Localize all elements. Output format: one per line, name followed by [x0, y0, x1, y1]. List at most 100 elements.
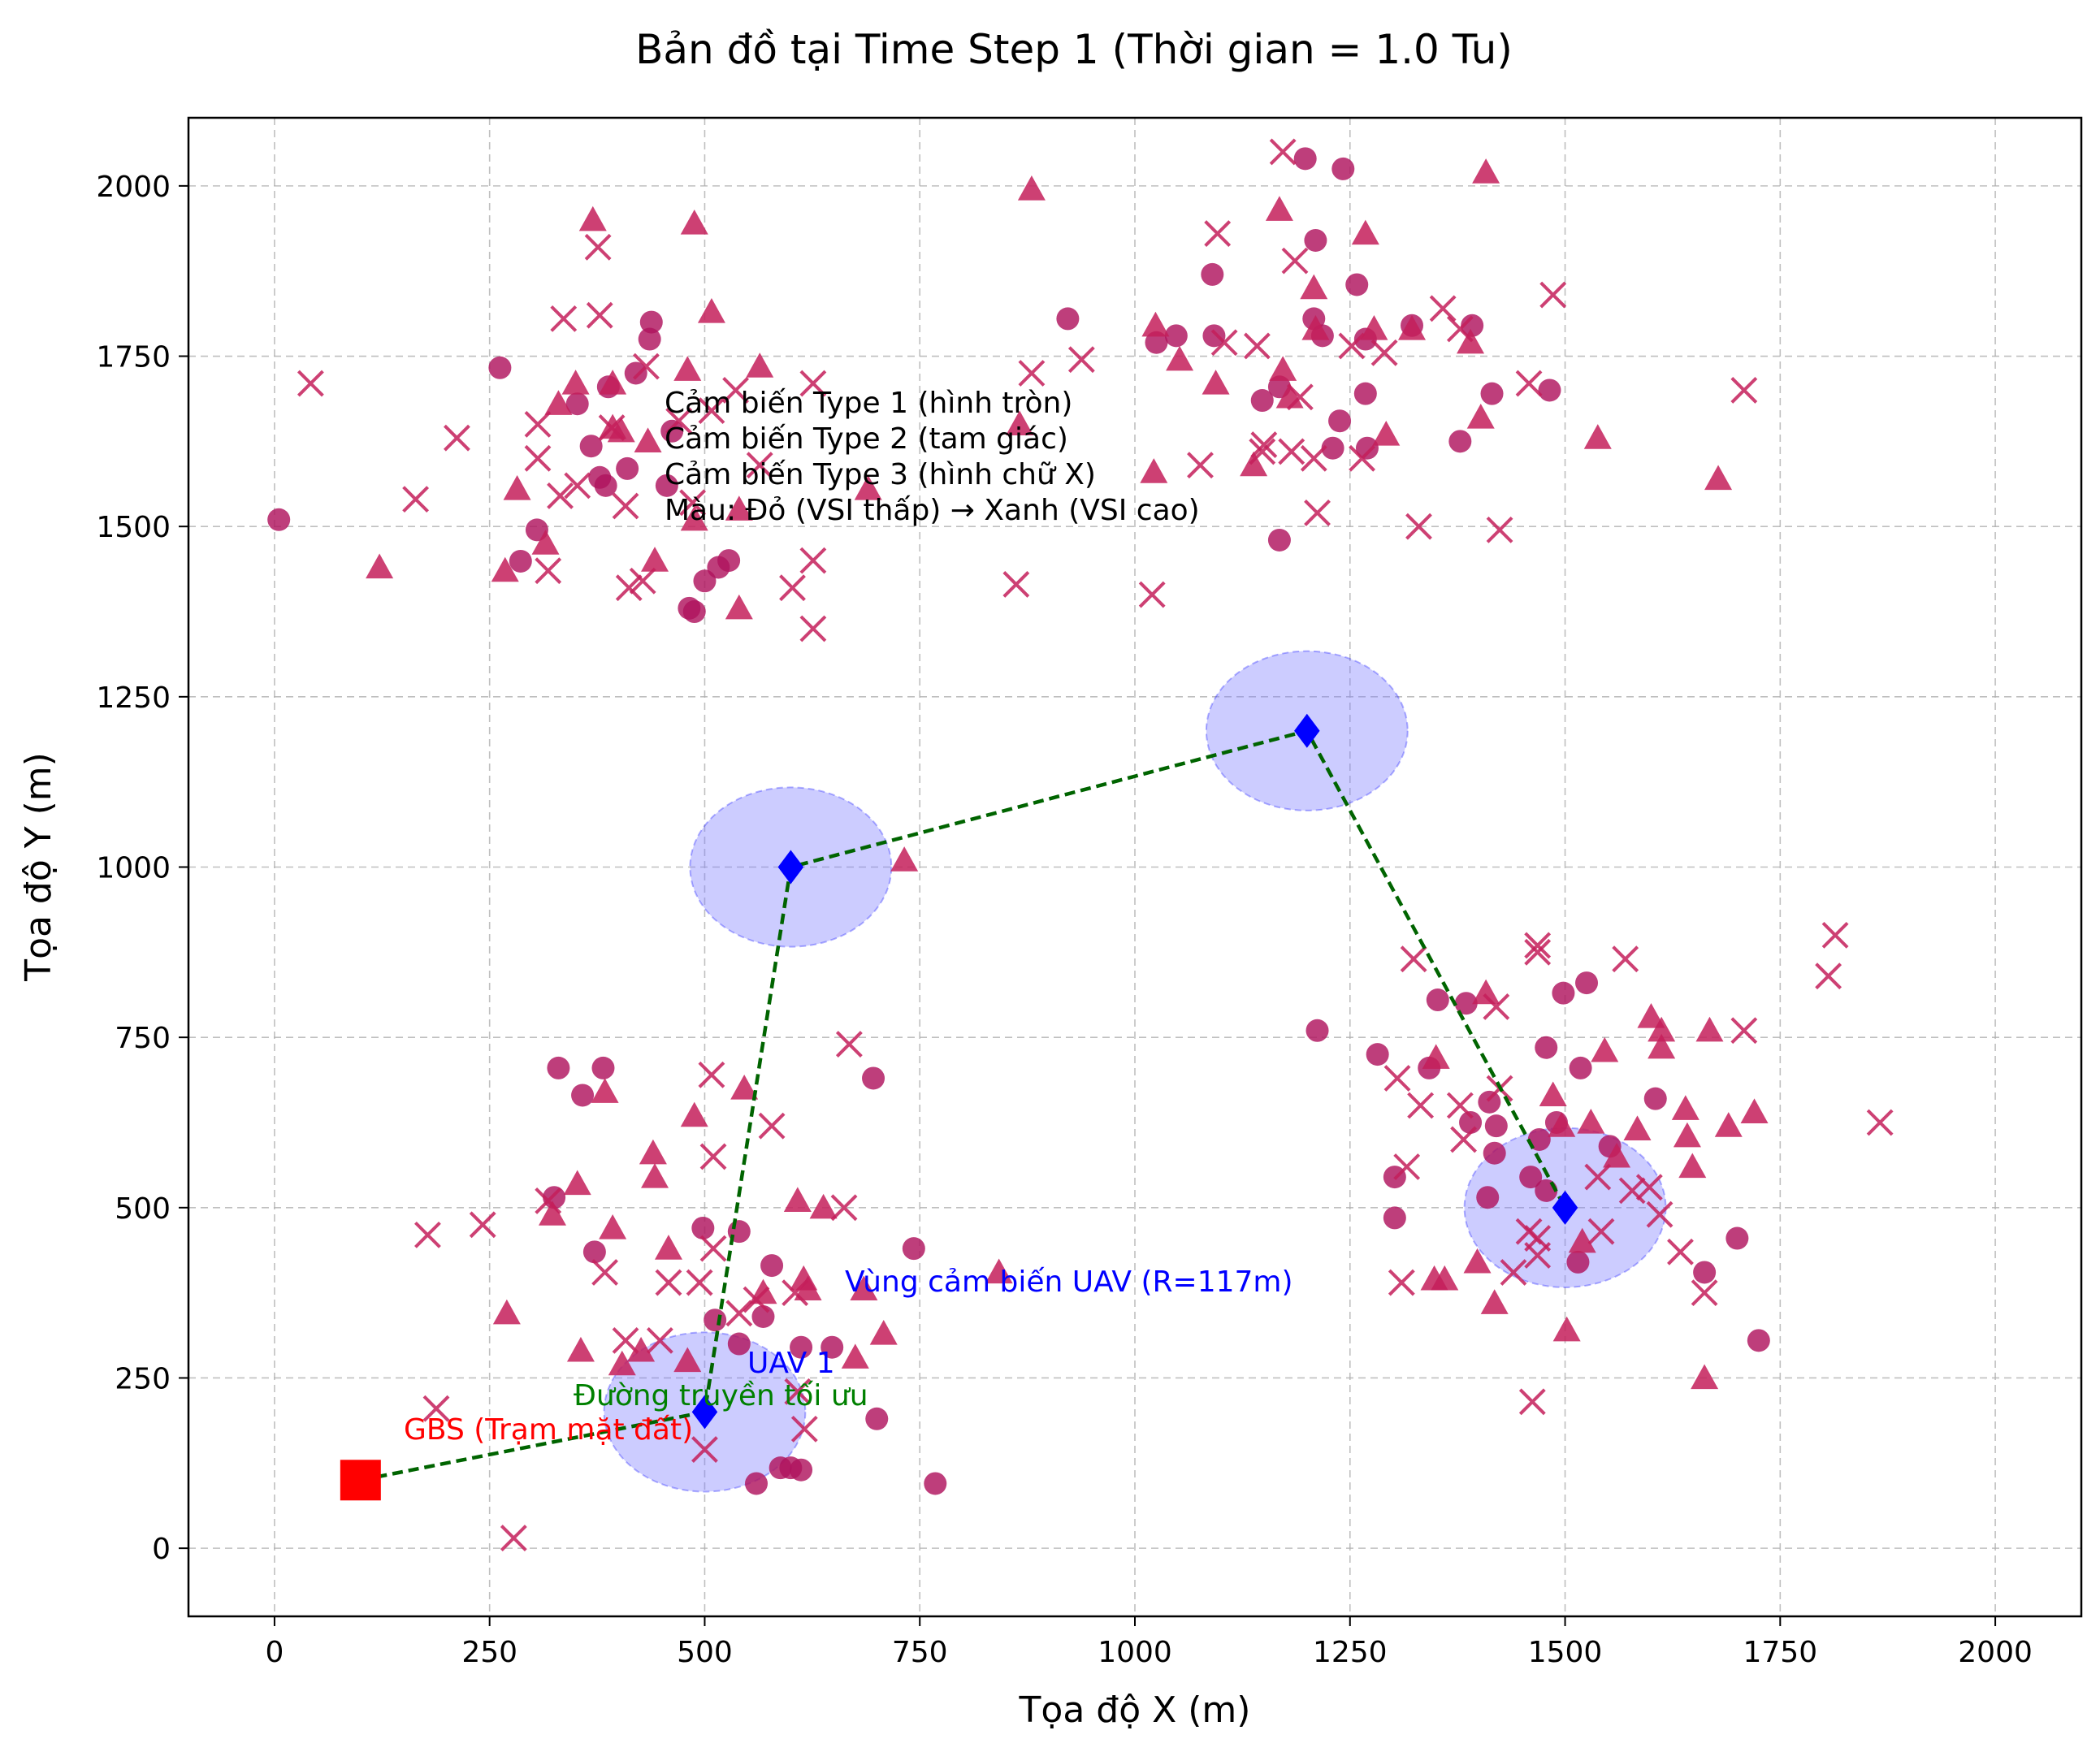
- sensor-type1-point: [1345, 273, 1369, 296]
- sensor-type2-point: [563, 1170, 591, 1196]
- sensor-type2-point: [1202, 370, 1230, 395]
- uav-label: UAV 1: [747, 1347, 835, 1380]
- sensor-type3-point: [679, 489, 707, 517]
- sensor-type3-point: [633, 353, 660, 380]
- sensor-type1-point: [1519, 1166, 1543, 1189]
- sensor-type3-point: [1304, 499, 1331, 526]
- sensor-type2-point: [654, 1235, 682, 1260]
- sensor-type3-point: [1446, 315, 1474, 343]
- sensor-type3-point: [1539, 281, 1567, 309]
- x-tick-label: 0: [265, 1636, 284, 1669]
- y-axis-label: Tọa độ Y (m): [18, 752, 59, 982]
- sensor-type3-point: [1618, 1177, 1646, 1205]
- sensor-type2-point: [1623, 1115, 1652, 1140]
- sensor-type2-point: [1140, 458, 1168, 483]
- sensor-type3-point: [1002, 571, 1030, 598]
- sensor-type2-point: [1017, 175, 1046, 201]
- sensor-type3-point: [1635, 1174, 1663, 1201]
- x-axis-label: Tọa độ X (m): [1019, 1689, 1251, 1731]
- sensor-type3-point: [1388, 1269, 1415, 1296]
- sensor-type3-point: [743, 1286, 770, 1313]
- sensor-type2-point: [531, 530, 560, 555]
- sensor-type3-point: [1524, 1242, 1552, 1269]
- sensor-type1-point: [1478, 1090, 1501, 1114]
- sensor-type1-point: [1331, 157, 1355, 180]
- sensor-type3-point: [535, 1187, 562, 1214]
- sensor-type2-point: [1539, 1081, 1567, 1107]
- sensor-type3-point: [1667, 1238, 1694, 1265]
- uav-marker: [1294, 713, 1320, 748]
- sensor-type1-point: [1250, 389, 1274, 413]
- sensor-type1-point: [1366, 1043, 1389, 1066]
- sensor-type1-point: [1321, 436, 1344, 460]
- sensor-type3-point: [758, 1112, 786, 1140]
- sensor-type1-point: [1566, 1250, 1590, 1274]
- x-tick-label: 500: [677, 1636, 733, 1669]
- sensor-type1-point: [547, 1056, 570, 1079]
- sensor-type2-point: [746, 353, 774, 378]
- sensor-type2-point: [985, 1258, 1013, 1284]
- sensor-type3-point: [835, 1031, 863, 1058]
- sensor-type1-point: [1201, 262, 1224, 286]
- sensor-type1-point: [1575, 971, 1599, 995]
- sensor-type2-point: [1648, 1016, 1676, 1042]
- sensor-type3-point: [691, 1436, 718, 1463]
- sensor-type1-point: [1202, 324, 1226, 348]
- sensor-type2-point: [1463, 1248, 1492, 1274]
- sensor-type1-point: [1328, 409, 1352, 433]
- sensor-type2-point: [697, 298, 725, 323]
- sensor-type3-point: [1405, 513, 1432, 540]
- sensor-type2-point: [680, 209, 708, 235]
- sensor-type2-point: [730, 1075, 759, 1100]
- sensor-type3-point: [535, 557, 562, 585]
- sensor-type1-point: [660, 419, 684, 443]
- sensor-type2-point: [1678, 1153, 1707, 1179]
- sensor-type2-point: [1372, 420, 1401, 446]
- sensor-type2-point: [491, 556, 519, 582]
- sensor-type1-point: [704, 1309, 727, 1332]
- sensor-type3-point: [782, 1279, 809, 1307]
- sensor-type3-point: [746, 452, 773, 479]
- sensor-type3-point: [1278, 438, 1305, 465]
- sensor-type3-point: [1249, 438, 1276, 465]
- x-tick-label: 2000: [1958, 1636, 2033, 1669]
- x-tick-label: 1750: [1743, 1636, 1818, 1669]
- sensor-type2-point: [1269, 356, 1297, 381]
- sensor-type2-point: [641, 547, 669, 572]
- sensor-type1-point: [1383, 1206, 1406, 1230]
- sensor-type2-point: [1691, 1364, 1719, 1390]
- gbs-group: [340, 1460, 381, 1501]
- sensor-type3-point: [1370, 339, 1398, 366]
- sensor-type2-point: [591, 1078, 619, 1103]
- sensor-type3-point: [444, 424, 470, 452]
- sensor-type1-point: [1145, 331, 1168, 354]
- sensor-type1-point: [727, 1332, 751, 1356]
- sensor-type3-point: [1821, 921, 1849, 949]
- sensor-type2-point: [639, 1139, 667, 1165]
- sensor-type3-point: [1067, 346, 1095, 374]
- sensor-type3-point: [564, 472, 591, 500]
- sensor-type3-point: [1524, 938, 1552, 966]
- sensor-type3-point: [1349, 444, 1376, 472]
- sensor-type2-point: [1166, 345, 1194, 371]
- sensor-type2-point: [725, 594, 753, 620]
- sensor-type3-point: [1500, 1259, 1527, 1286]
- x-tick-label: 250: [461, 1636, 517, 1669]
- annotations: Cảm biến Type 1 (hình tròn) Cảm biến Typ…: [404, 387, 1293, 1447]
- sensor-type1-point: [1461, 314, 1484, 337]
- sensor-type2-point: [366, 553, 394, 579]
- sensor-type3-point: [830, 1194, 858, 1222]
- sensor-type1-point: [924, 1472, 947, 1495]
- sensor-type2-point: [680, 505, 708, 531]
- sensor-type2-point: [1673, 1122, 1701, 1148]
- grid: [188, 118, 2081, 1616]
- sensor-type3-point: [550, 305, 578, 332]
- sensor-type2-point: [1360, 314, 1388, 340]
- sensor-type1-point: [565, 392, 589, 416]
- sensor-type1-point: [616, 456, 639, 480]
- sensor-type2-point: [608, 1350, 636, 1376]
- sensor-type2-point: [1351, 219, 1379, 245]
- sensor-type3-point: [598, 414, 626, 441]
- sensor-type1-point: [571, 1084, 595, 1107]
- gbs-label: GBS (Trạm mặt đất): [404, 1413, 693, 1447]
